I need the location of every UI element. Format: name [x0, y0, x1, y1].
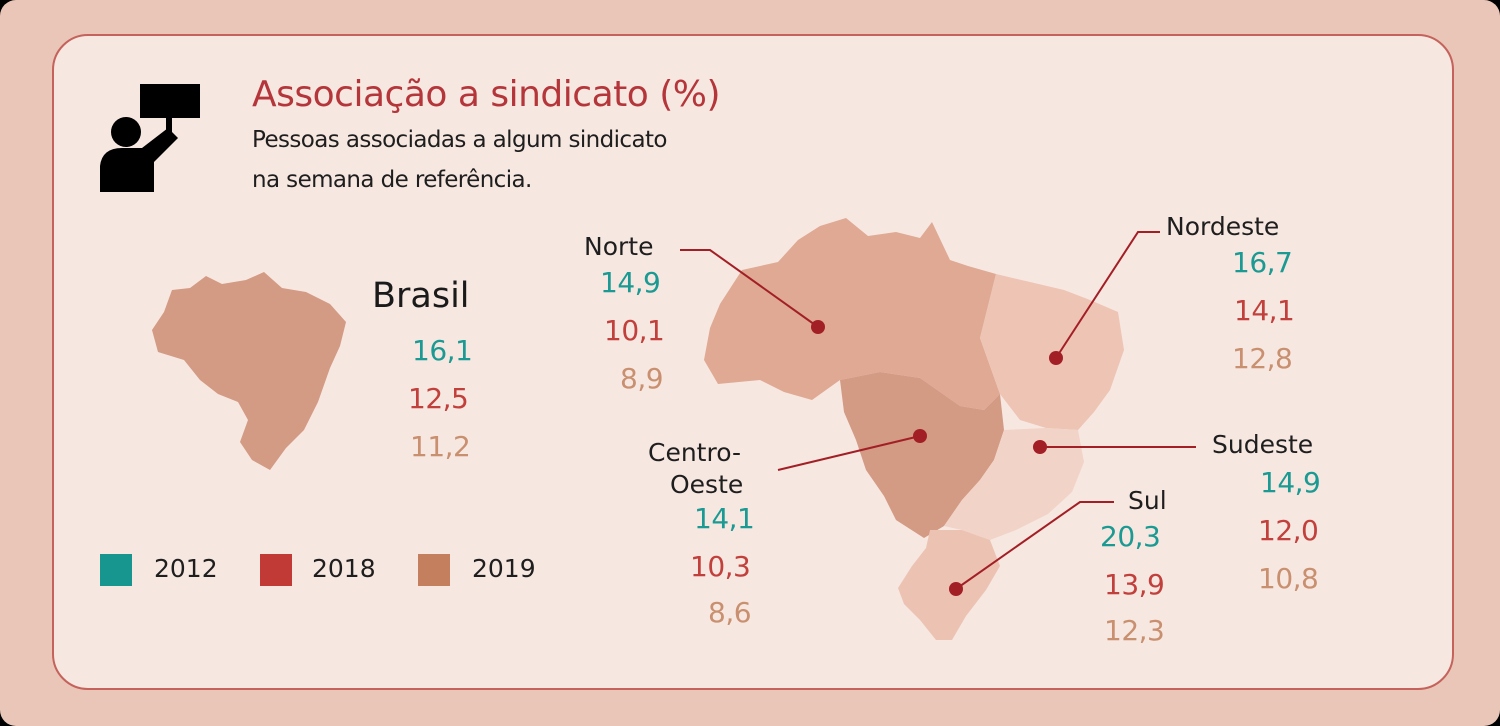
sul-value-2018: 13,9 — [1104, 568, 1165, 601]
legend-swatch-2019 — [418, 554, 450, 586]
subtitle-line-1: Pessoas associadas a algum sindicato — [252, 127, 667, 153]
region-sul-shape — [898, 530, 1000, 640]
sudeste-value-2012: 14,9 — [1260, 466, 1321, 499]
sudeste-value-2018: 12,0 — [1258, 514, 1319, 547]
marker-sudeste — [1033, 440, 1047, 454]
legend-label-2012: 2012 — [154, 554, 218, 583]
nordeste-value-2012: 16,7 — [1232, 246, 1293, 279]
norte-value-2018: 10,1 — [604, 314, 665, 347]
legend-label-2019: 2019 — [472, 554, 536, 583]
brasil-value-2012: 16,1 — [412, 334, 473, 367]
subtitle-line-2: na semana de referência. — [252, 167, 532, 193]
region-sudeste-label: Sudeste — [1212, 430, 1314, 459]
sudeste-value-2019: 10,8 — [1258, 562, 1319, 595]
marker-sul — [949, 582, 963, 596]
legend-swatch-2018 — [260, 554, 292, 586]
centro-oeste-value-2018: 10,3 — [690, 550, 751, 583]
region-centro-oeste-label-line2: Oeste — [670, 470, 744, 499]
region-norte-label: Norte — [584, 232, 654, 261]
brasil-mini-map — [152, 272, 346, 470]
region-sudeste-shape — [944, 428, 1084, 540]
norte-value-2019: 8,9 — [620, 362, 664, 395]
centro-oeste-value-2012: 14,1 — [694, 502, 755, 535]
region-nordeste-label: Nordeste — [1166, 212, 1280, 241]
brasil-label: Brasil — [372, 276, 470, 316]
brasil-value-2018: 12,5 — [408, 382, 469, 415]
centro-oeste-value-2019: 8,6 — [708, 596, 752, 629]
region-norte-shape — [704, 218, 1000, 410]
region-centro-oeste-label-line1: Centro- — [648, 438, 741, 467]
region-centro-oeste-shape — [840, 372, 1004, 538]
marker-nordeste — [1049, 351, 1063, 365]
region-nordeste-shape — [980, 274, 1124, 430]
region-sul-label: Sul — [1128, 486, 1167, 515]
protester-sign-icon — [100, 84, 200, 192]
sul-value-2012: 20,3 — [1100, 520, 1161, 553]
nordeste-value-2018: 14,1 — [1234, 294, 1295, 327]
norte-value-2012: 14,9 — [600, 266, 661, 299]
legend-swatch-2012 — [100, 554, 132, 586]
sul-value-2019: 12,3 — [1104, 614, 1165, 647]
brasil-value-2019: 11,2 — [410, 430, 471, 463]
marker-norte — [811, 320, 825, 334]
nordeste-value-2019: 12,8 — [1232, 342, 1293, 375]
marker-centro-oeste — [913, 429, 927, 443]
legend-label-2018: 2018 — [312, 554, 376, 583]
chart-title: Associação a sindicato (%) — [252, 74, 721, 115]
